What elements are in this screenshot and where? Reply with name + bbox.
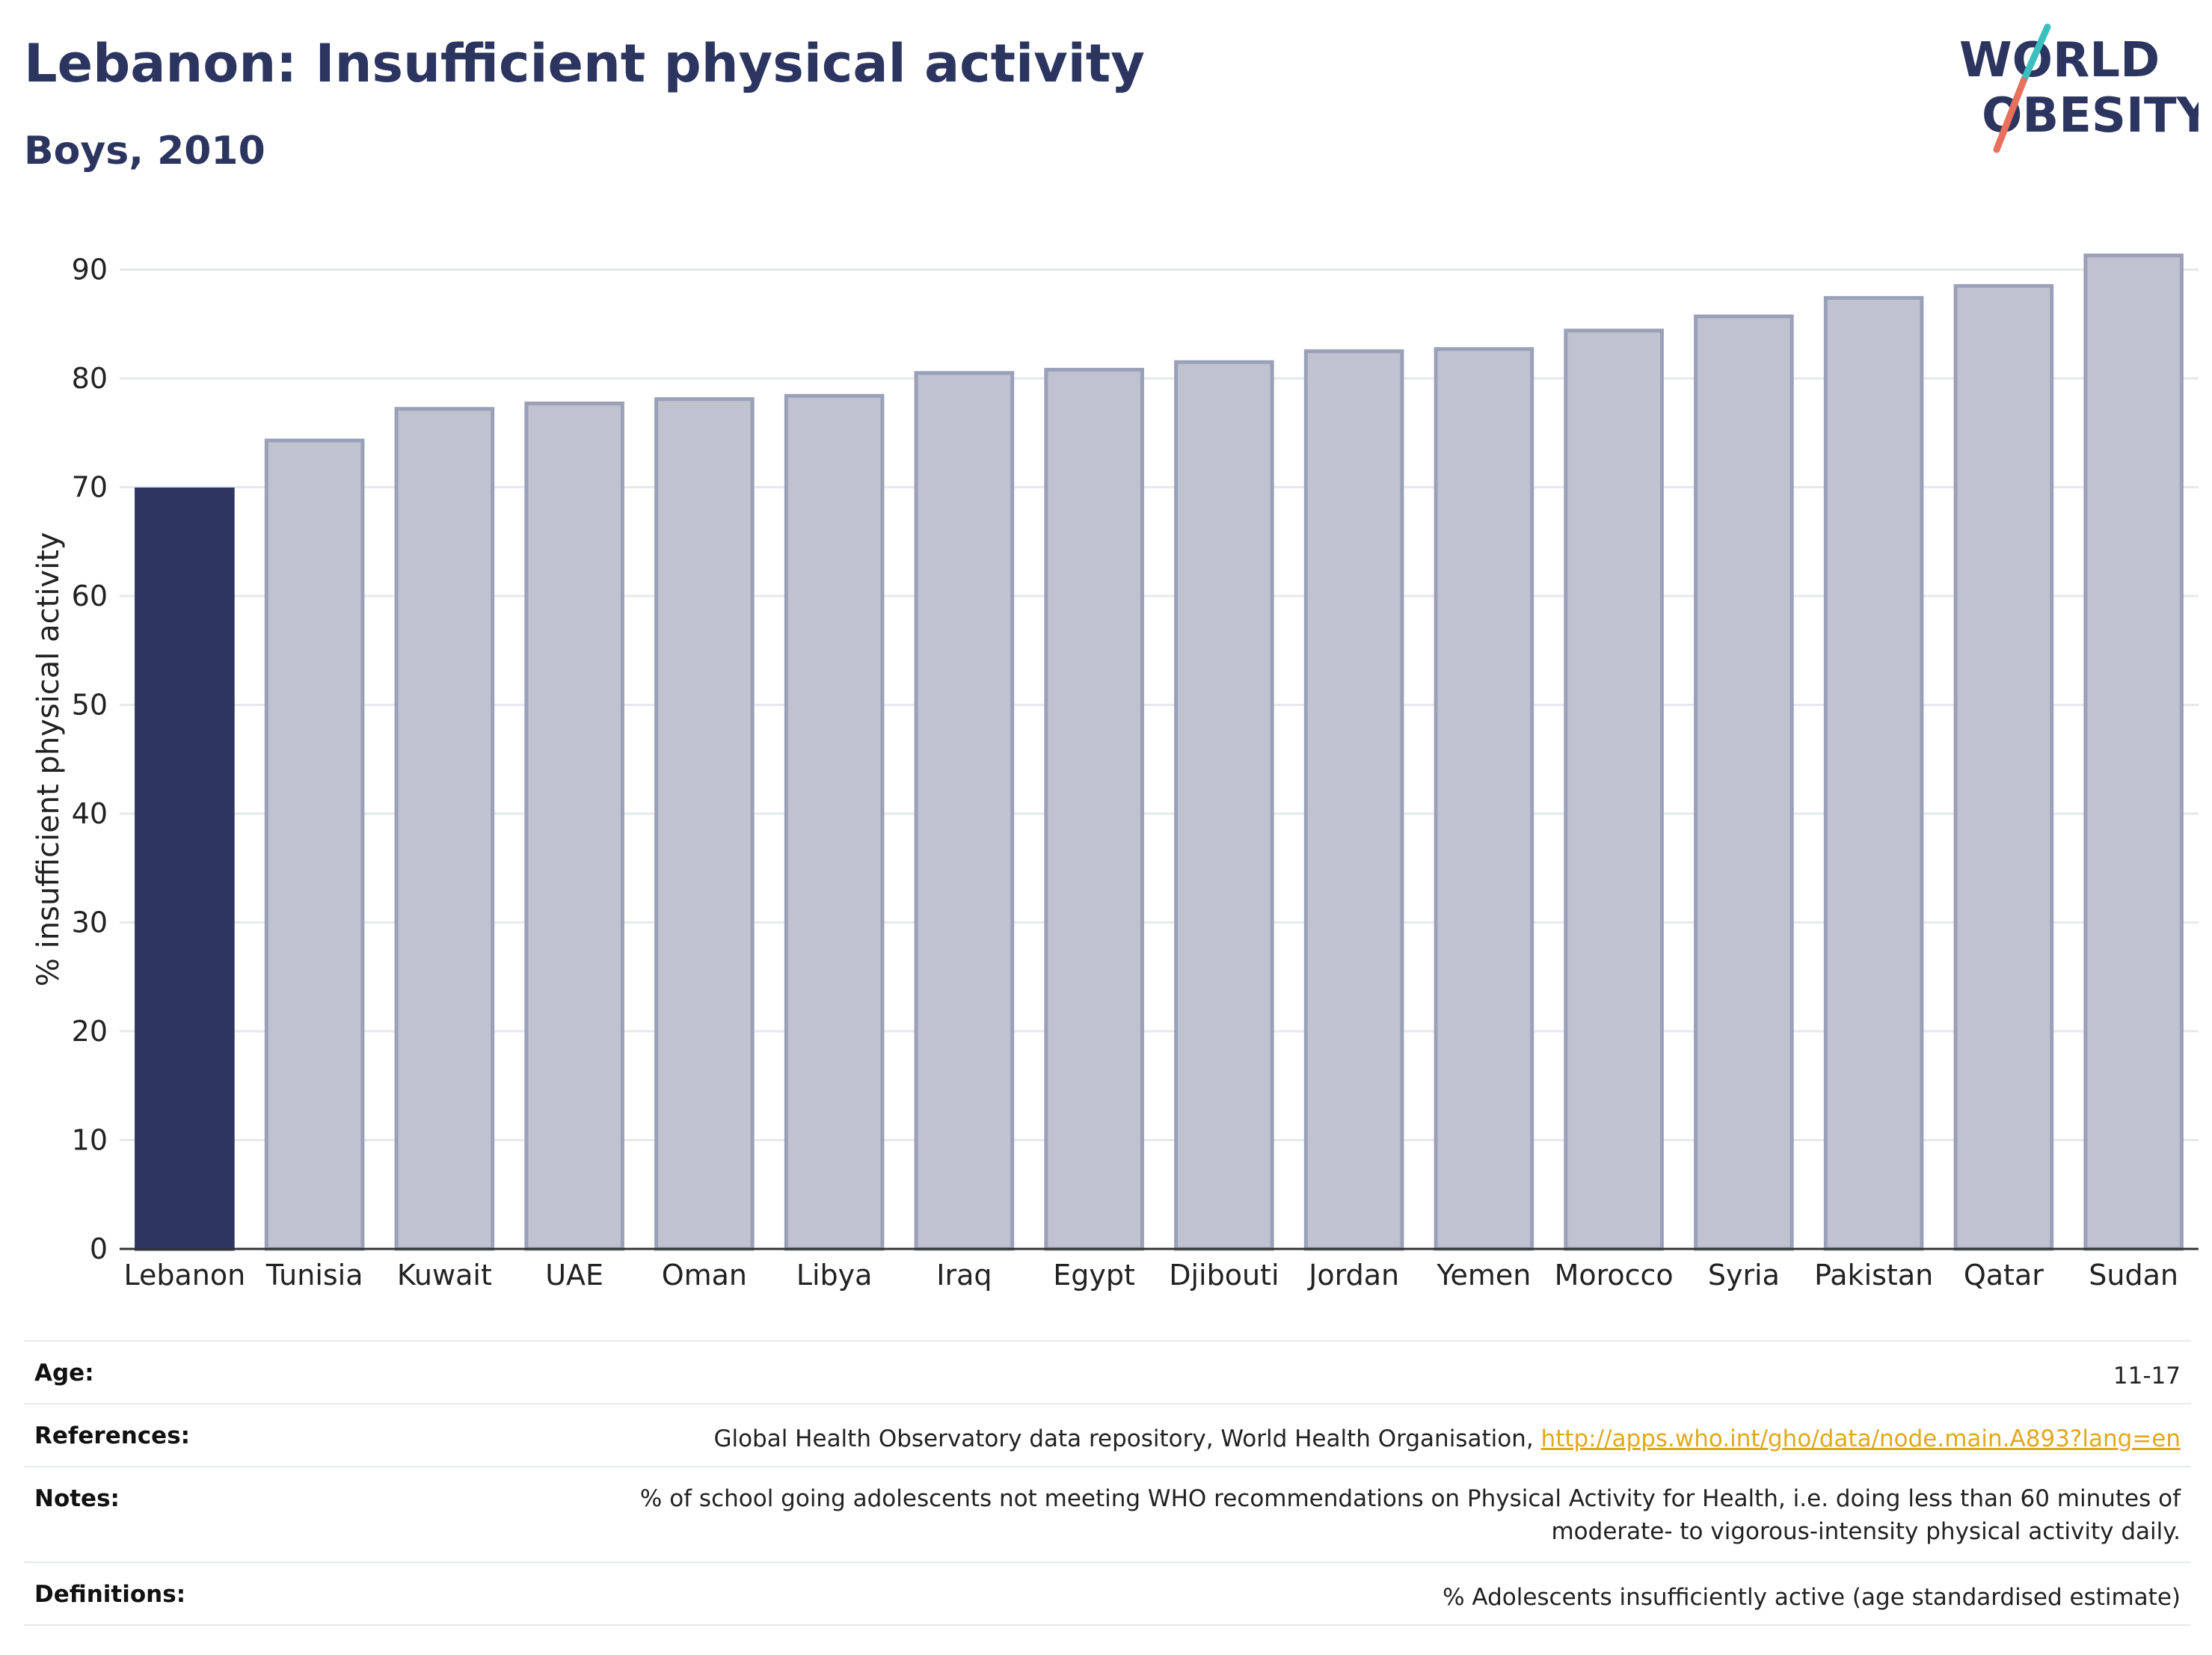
x-tick-label: Morocco xyxy=(1555,1259,1674,1292)
references-link[interactable]: http://apps.who.int/gho/data/node.main.A… xyxy=(1540,1425,2181,1452)
references-text: Global Health Observatory data repositor… xyxy=(713,1425,1541,1452)
x-tick-label: Jordan xyxy=(1307,1259,1399,1292)
x-axis-labels: Lebanon Tunisia Kuwait UAE Oman Libya Iraq Egyp… xyxy=(124,1259,2178,1292)
info-row-references: References: Global Health Observatory da… xyxy=(24,1403,2191,1466)
bar-jordan xyxy=(1303,349,1404,1251)
y-tick-label: 20 xyxy=(72,1015,108,1048)
x-tick-label: Syria xyxy=(1708,1259,1780,1292)
bar-syria xyxy=(1694,314,1794,1251)
x-tick-label: Oman xyxy=(662,1259,747,1292)
x-tick-label: Iraq xyxy=(936,1259,992,1292)
x-tick-label: Yemen xyxy=(1436,1259,1531,1292)
bar-kuwait xyxy=(394,407,495,1251)
chart-subtitle: Boys, 2010 xyxy=(24,129,265,174)
y-tick-label: 70 xyxy=(72,471,108,504)
bar-chart: 0 10 20 30 40 50 60 70 80 90 Lebanon Tunisia Kuwait… xyxy=(31,254,2199,1292)
chart-title: Lebanon: Insufficient physical activity xyxy=(24,33,1145,94)
y-tick-label: 50 xyxy=(72,689,108,722)
y-axis-ticks: 0 10 20 30 40 50 60 70 80 90 xyxy=(72,254,108,1266)
bar-libya xyxy=(784,393,885,1251)
y-tick-label: 40 xyxy=(72,797,108,830)
chart-bars xyxy=(135,254,2184,1251)
x-tick-label: Kuwait xyxy=(397,1259,492,1292)
info-row-definitions: Definitions: % Adolescents insufficientl… xyxy=(24,1562,2191,1626)
info-row-notes: Notes: % of school going adolescents not… xyxy=(24,1466,2191,1562)
y-tick-label: 90 xyxy=(72,254,108,286)
bar-sudan xyxy=(2083,254,2184,1251)
logo-slash-coral xyxy=(1993,77,2027,153)
bar-iraq xyxy=(914,371,1015,1251)
notes-value: % of school going adolescents not meetin… xyxy=(639,1485,2181,1545)
bar-uae xyxy=(524,401,624,1251)
logo-slash-teal xyxy=(2020,23,2051,85)
logo-word-world: WORLD xyxy=(1959,33,2160,88)
y-tick-label: 10 xyxy=(72,1124,108,1157)
bar-oman xyxy=(654,397,755,1251)
y-tick-label: 0 xyxy=(90,1232,108,1265)
bar-tunisia xyxy=(264,438,365,1251)
x-tick-label: Egypt xyxy=(1053,1259,1135,1292)
definitions-label: Definitions: xyxy=(34,1581,186,1608)
bar-morocco xyxy=(1564,328,1664,1251)
info-row-age: Age: 11-17 xyxy=(24,1340,2191,1403)
y-tick-label: 80 xyxy=(72,362,108,395)
bar-djibouti xyxy=(1174,360,1274,1251)
references-label: References: xyxy=(34,1422,191,1449)
definitions-value: % Adolescents insufficiently active (age… xyxy=(1443,1584,2181,1611)
bar-lebanon xyxy=(135,487,235,1251)
notes-label: Notes: xyxy=(34,1485,120,1512)
age-value: 11-17 xyxy=(2113,1363,2181,1390)
x-tick-label: Lebanon xyxy=(124,1259,246,1292)
x-tick-label: Pakistan xyxy=(1814,1259,1933,1292)
x-tick-label: UAE xyxy=(545,1259,603,1292)
x-tick-label: Djibouti xyxy=(1169,1259,1279,1292)
x-tick-label: Libya xyxy=(796,1259,873,1292)
bar-qatar xyxy=(1953,283,2054,1251)
references-value: Global Health Observatory data repositor… xyxy=(713,1422,2181,1455)
world-obesity-logo: WORLD OBESITY xyxy=(1959,23,2199,153)
bar-yemen xyxy=(1434,347,1534,1251)
y-tick-label: 30 xyxy=(72,906,108,939)
x-tick-label: Qatar xyxy=(1964,1259,2044,1292)
age-label: Age: xyxy=(34,1360,94,1387)
bar-egypt xyxy=(1044,367,1144,1251)
x-tick-label: Sudan xyxy=(2089,1259,2178,1292)
y-axis-title: % insufficient physical activity xyxy=(31,532,66,986)
x-tick-label: Tunisia xyxy=(265,1259,363,1292)
info-table: Age: 11-17 References: Global Health Obs… xyxy=(24,1340,2191,1626)
y-tick-label: 60 xyxy=(72,580,108,612)
bar-pakistan xyxy=(1823,295,1924,1251)
